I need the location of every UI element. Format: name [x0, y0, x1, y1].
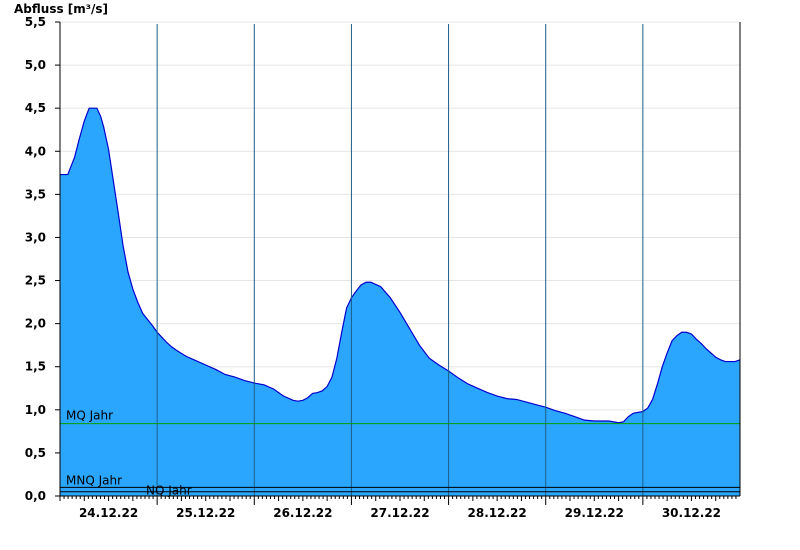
x-tick-label-1: 25.12.22 [176, 506, 235, 520]
x-tick-label-0: 24.12.22 [79, 506, 138, 520]
discharge-line [60, 107, 741, 424]
reference-label-0: MQ Jahr [66, 409, 113, 423]
y-tick-label-10: 5,0 [25, 58, 46, 72]
y-ticks: 0,0 0,5 1,0 1,5 2,0 2,5 3,0 3,5 4,0 4,5 5,0 5,5 [25, 15, 60, 503]
reference-label-2: NQ Jahr [146, 484, 192, 498]
y-tick-label-8: 4,0 [25, 144, 46, 158]
area-layer [60, 24, 741, 497]
y-tick-label-7: 3,5 [25, 187, 46, 201]
y-tick-label-0: 0,0 [25, 489, 46, 503]
reference-label-1: MNQ Jahr [66, 473, 122, 487]
y-tick-label-11: 5,5 [25, 15, 46, 29]
y-tick-label-4: 2,0 [25, 317, 46, 331]
y-axis-title: Abfluss [m³/s] [14, 2, 108, 16]
x-tick-label-3: 27.12.22 [370, 506, 429, 520]
y-tick-label-3: 1,5 [25, 360, 46, 374]
x-ticks: 24.12.22 25.12.22 26.12.22 27.12.22 28.12.22… [63, 496, 737, 520]
y-tick-label-2: 1,0 [25, 403, 46, 417]
discharge-area [60, 108, 740, 497]
reference-lines: MQ Jahr MNQ Jahr NQ Jahr [60, 409, 740, 498]
x-tick-label-6: 30.12.22 [662, 506, 721, 520]
x-tick-label-4: 28.12.22 [468, 506, 527, 520]
y-tick-label-5: 2,5 [25, 274, 46, 288]
y-tick-label-9: 4,5 [25, 101, 46, 115]
y-tick-label-1: 0,5 [25, 446, 46, 460]
x-tick-label-2: 26.12.22 [273, 506, 332, 520]
y-tick-label-6: 3,0 [25, 230, 46, 244]
x-tick-label-5: 29.12.22 [565, 506, 624, 520]
